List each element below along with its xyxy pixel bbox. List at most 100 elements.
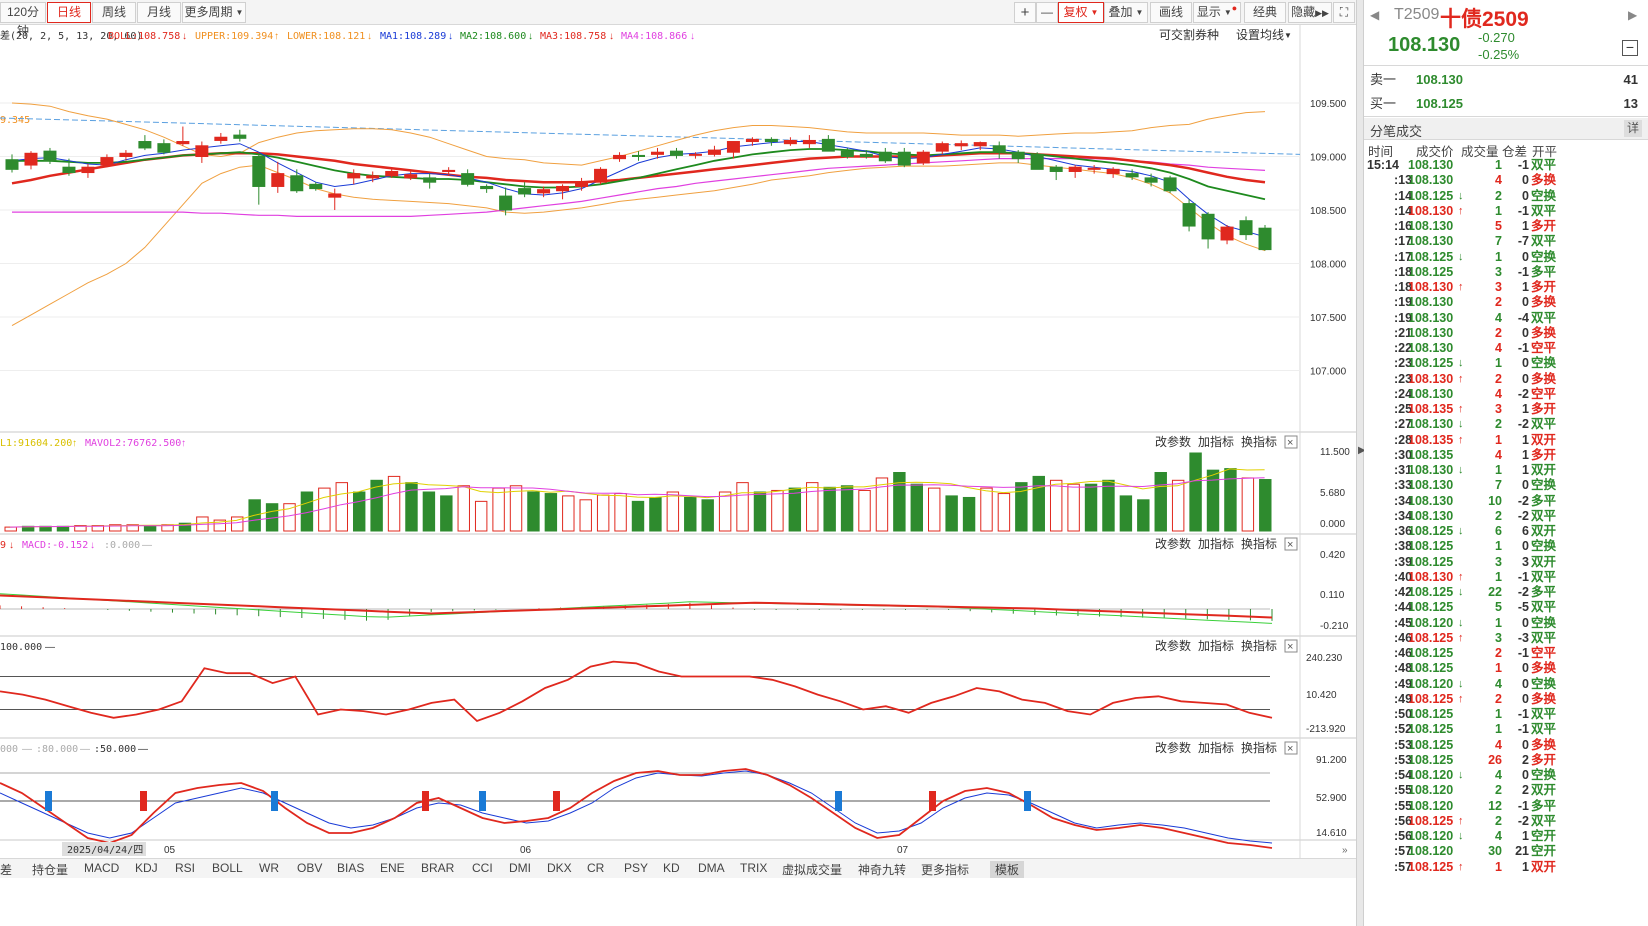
indicator-tab-12[interactable]: DMI (509, 861, 531, 875)
volume-bar[interactable] (457, 485, 470, 532)
volume-bar[interactable] (945, 495, 958, 532)
volume-bar[interactable] (1049, 479, 1063, 532)
volume-bar[interactable] (823, 486, 836, 532)
macd-panel[interactable] (0, 593, 1273, 624)
close-panel-button[interactable] (1284, 741, 1298, 755)
candle-body[interactable] (138, 141, 152, 149)
panel-splitter[interactable]: ▶ (1356, 0, 1366, 926)
volume-bar[interactable] (474, 500, 488, 532)
candle-body[interactable] (613, 154, 627, 160)
volume-bar[interactable] (335, 482, 348, 532)
volume-bar[interactable] (422, 491, 436, 532)
candle-body[interactable] (480, 185, 494, 190)
indicator-tab-21[interactable]: 更多指标 (921, 863, 970, 877)
volume-bar[interactable] (858, 489, 871, 532)
candle-body[interactable] (423, 177, 437, 183)
volume-bar[interactable] (352, 491, 366, 532)
close-panel-button[interactable] (1284, 639, 1298, 653)
add-indicator-link[interactable]: 加指标 (1198, 536, 1234, 551)
candle-body[interactable] (1182, 203, 1196, 227)
volume-bar[interactable] (649, 496, 662, 532)
candle-body[interactable] (442, 169, 456, 172)
candle-body[interactable] (290, 175, 304, 192)
candle-body[interactable] (575, 181, 589, 187)
volume-bar[interactable] (736, 482, 749, 532)
indicator-tab-11[interactable]: CCI (472, 861, 493, 875)
volume-bar[interactable] (840, 485, 854, 532)
trades-detail-button[interactable]: 详 (1624, 120, 1642, 137)
kd-panel[interactable] (0, 768, 1273, 849)
volume-bar[interactable] (701, 499, 714, 532)
candle-body[interactable] (1106, 168, 1120, 175)
indicator-tab-10[interactable]: BRAR (421, 861, 455, 875)
period-weekly-button[interactable]: 周线 (92, 2, 136, 23)
candle-body[interactable] (1087, 167, 1101, 170)
deliverable-bonds-link[interactable]: 可交割券种 (1159, 27, 1219, 42)
add-indicator-link[interactable]: 加指标 (1198, 740, 1234, 755)
candle-body[interactable] (669, 150, 683, 156)
indicator-tab-2[interactable]: MACD (84, 861, 120, 875)
add-indicator-link[interactable]: 加指标 (1198, 434, 1234, 449)
volume-bar[interactable] (387, 475, 401, 532)
change-params-link[interactable]: 改参数 (1155, 740, 1191, 755)
volume-bar[interactable] (109, 524, 122, 532)
candle-body[interactable] (347, 173, 361, 179)
volume-bar[interactable] (1259, 479, 1272, 532)
candle-body[interactable] (24, 152, 38, 166)
candle-body[interactable] (537, 189, 551, 194)
fullscreen-icon[interactable]: ⛶ (1333, 2, 1355, 23)
volume-bar[interactable] (718, 491, 732, 532)
switch-indicator-link[interactable]: 换指标 (1241, 434, 1277, 449)
volume-bar[interactable] (178, 522, 192, 532)
zoom-out-button[interactable]: — (1036, 2, 1058, 23)
period-daily-button[interactable]: 日线 (47, 2, 91, 23)
volume-bar[interactable] (544, 493, 558, 532)
volume-bar[interactable] (579, 499, 592, 532)
change-params-link[interactable]: 改参数 (1155, 434, 1191, 449)
candle-body[interactable] (650, 151, 664, 155)
candle-body[interactable] (43, 150, 57, 162)
volume-bar[interactable] (1171, 479, 1185, 532)
volume-bar[interactable] (440, 495, 453, 532)
volume-bar[interactable] (1154, 472, 1167, 532)
period-120min-button[interactable]: 120分钟 (0, 2, 46, 38)
prev-contract-icon[interactable]: ◀ (1370, 8, 1380, 22)
period-monthly-button[interactable]: 月线 (137, 2, 181, 23)
volume-bar[interactable] (1015, 482, 1028, 532)
candle-body[interactable] (62, 166, 76, 174)
volume-bar[interactable] (753, 491, 767, 532)
candle-body[interactable] (707, 149, 721, 155)
volume-bar[interactable] (910, 483, 924, 532)
indicator-tab-9[interactable]: ENE (380, 861, 405, 875)
candle-body[interactable] (821, 138, 835, 152)
candle-body[interactable] (859, 153, 873, 158)
volume-bar[interactable] (1206, 469, 1220, 532)
volume-bar[interactable] (893, 472, 906, 532)
next-contract-icon[interactable]: ▶ (1628, 8, 1638, 22)
volume-bar[interactable] (666, 491, 680, 532)
change-params-link[interactable]: 改参数 (1155, 536, 1191, 551)
switch-indicator-link[interactable]: 换指标 (1241, 536, 1277, 551)
candle-body[interactable] (916, 151, 930, 164)
candle-body[interactable] (992, 145, 1006, 153)
switch-indicator-link[interactable]: 换指标 (1241, 638, 1277, 653)
hide-button[interactable]: 隐藏▶▶ (1288, 2, 1332, 23)
indicator-tab-17[interactable]: DMA (698, 861, 725, 875)
candle-body[interactable] (385, 170, 399, 177)
volume-bar[interactable] (143, 525, 157, 532)
volume-bar[interactable] (1119, 495, 1133, 532)
candle-body[interactable] (954, 143, 968, 147)
close-panel-button[interactable] (1284, 435, 1298, 449)
candle-body[interactable] (1163, 177, 1177, 192)
candle-body[interactable] (840, 150, 854, 158)
indicator-tab-22[interactable]: 模板 (990, 861, 1025, 878)
overlay-dropdown[interactable]: 叠加 ▼ (1104, 2, 1148, 23)
indicator-tab-5[interactable]: BOLL (212, 861, 243, 875)
candle-body[interactable] (802, 139, 816, 145)
zoom-in-button[interactable]: + (1014, 2, 1036, 23)
candle-body[interactable] (271, 173, 285, 187)
indicator-tab-19[interactable]: 虚拟成交量 (782, 863, 843, 877)
indicator-tab-20[interactable]: 神奇九转 (858, 863, 907, 877)
candle-body[interactable] (745, 138, 759, 143)
volume-bar[interactable] (788, 487, 802, 532)
